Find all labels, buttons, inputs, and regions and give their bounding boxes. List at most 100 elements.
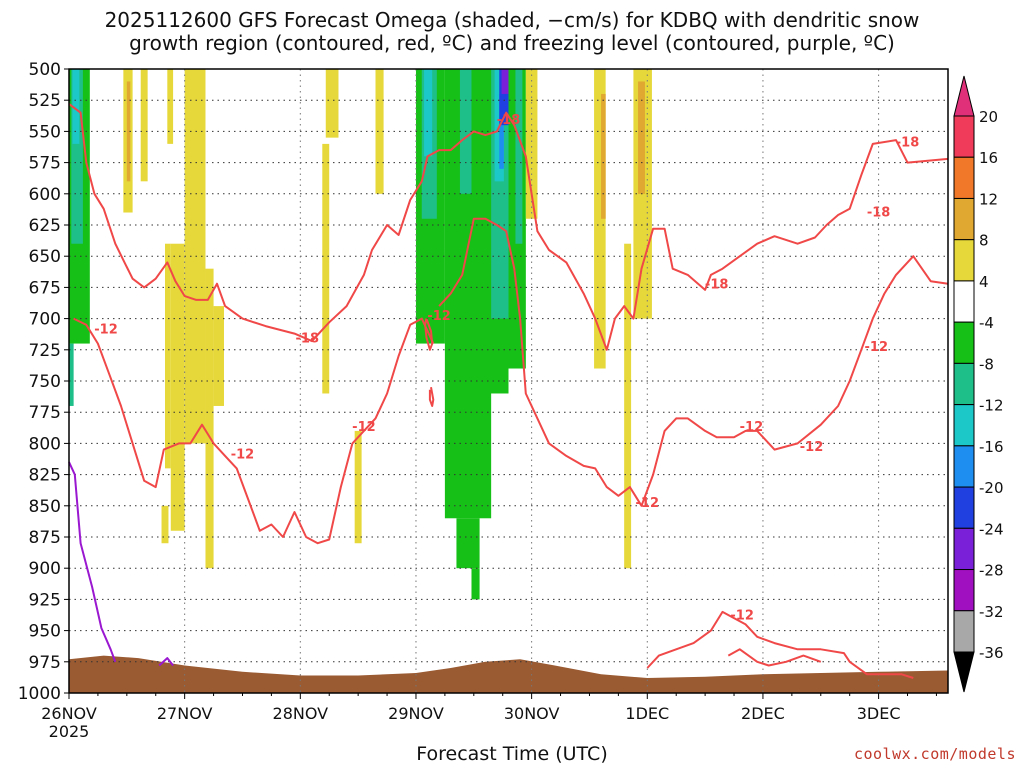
colorbar-label: -8 (979, 355, 994, 373)
omega-cell (375, 69, 384, 194)
y-tick-label: 825 (29, 466, 61, 486)
contour-label: -12 (94, 323, 118, 338)
contour-label: -12 (427, 309, 451, 324)
dgz-contour-minus12 (73, 317, 435, 545)
omega-cell (638, 81, 645, 194)
temperature-contours (68, 103, 949, 679)
omega-cell (501, 69, 509, 94)
colorbar-band (953, 569, 975, 612)
y-tick-label: 800 (29, 434, 61, 454)
colorbar-band (953, 156, 975, 199)
omega-cell (69, 343, 74, 406)
x-tick-label: 27NOV (157, 704, 213, 723)
dgz-contour-minus12-lower (646, 610, 914, 679)
colorbar: 20 16 12 8 4 -4 -8 -12 -16 -20 -24 -28 -32 -36 (953, 75, 1004, 693)
contour-label: -12 (865, 340, 889, 355)
x-tick-label: 1DEC (625, 704, 669, 723)
y-tick-label: 775 (29, 403, 61, 423)
credit-text: coolwx.com/models (853, 745, 1016, 763)
omega-cell (167, 69, 174, 144)
omega-cell (140, 69, 148, 182)
omega-cell (424, 69, 433, 157)
y-tick-label: 750 (29, 372, 61, 392)
omega-cell (164, 243, 171, 469)
omega-cell (161, 505, 169, 544)
omega-cell (325, 69, 339, 138)
omega-cell (471, 568, 480, 600)
omega-cell (322, 143, 330, 394)
contour-label: -18 (896, 135, 920, 150)
colorbar-under-arrow (953, 651, 975, 693)
contour-label: -18 (296, 331, 320, 346)
colorbar-label: 20 (979, 108, 998, 126)
y-tick-label: 550 (29, 122, 61, 142)
colorbar-label: -32 (979, 603, 1004, 621)
colorbar-band (953, 445, 975, 488)
omega-shading (69, 69, 652, 600)
colorbar-band (953, 197, 975, 241)
omega-cell (515, 69, 523, 244)
ground-layer (69, 655, 948, 693)
colorbar-label: 8 (979, 232, 989, 250)
colorbar-label: -12 (979, 397, 1004, 415)
y-tick-label: 975 (29, 653, 61, 673)
y-tick-label: 500 (29, 60, 61, 80)
y-tick-label: 675 (29, 278, 61, 298)
colorbar-label: 12 (979, 190, 998, 208)
contour-label: -12 (352, 420, 376, 435)
y-tick-label: 625 (29, 216, 61, 236)
contour-label: -18 (497, 113, 521, 128)
colorbar-band (953, 321, 975, 364)
colorbar-band (953, 486, 975, 529)
colorbar-label: -4 (979, 314, 994, 332)
colorbar-label: -36 (979, 644, 1004, 662)
colorbar-band (953, 610, 975, 653)
colorbar-band (953, 404, 975, 447)
x-axis: 26NOV 27NOV 28NOV 29NOV 30NOV 1DEC 2DEC 3DEC 202… (41, 693, 937, 741)
dgz-contour-small (428, 387, 435, 407)
omega-cell (594, 69, 606, 369)
contour-label: -18 (867, 205, 891, 220)
colorbar-label: 4 (979, 273, 989, 291)
omega-cell (213, 306, 224, 406)
omega-cell (72, 69, 80, 144)
y-tick-label: 850 (29, 497, 61, 517)
dgz-contour-small (424, 318, 434, 351)
freezing-level-contour (68, 461, 117, 663)
y-tick-label: 950 (29, 622, 61, 642)
y-tick-label: 725 (29, 341, 61, 361)
x-tick-label: 2DEC (741, 704, 785, 723)
colorbar-band (953, 239, 975, 282)
omega-cell (499, 93, 504, 169)
contour-label: -12 (730, 608, 754, 623)
chart-title-line-2: growth region (contoured, red, ºC) and f… (129, 31, 895, 55)
y-tick-label: 925 (29, 590, 61, 610)
colorbar-label: -20 (979, 479, 1004, 497)
ground-area (69, 655, 948, 693)
y-tick-label: 1000 (18, 684, 61, 704)
omega-cell (126, 81, 131, 182)
x-tick-label: 26NOV (41, 704, 97, 723)
colorbar-over-arrow (953, 75, 975, 117)
omega-cell (190, 143, 201, 319)
colorbar-label: 16 (979, 149, 998, 167)
omega-cell (354, 430, 362, 544)
contour-label: -12 (231, 447, 255, 462)
omega-cell (205, 268, 214, 569)
colorbar-label: -16 (979, 438, 1004, 456)
x-year-label: 2025 (49, 722, 90, 741)
x-tick-label: 28NOV (273, 704, 329, 723)
contour-label: -12 (740, 420, 764, 435)
x-tick-label: 30NOV (504, 704, 560, 723)
y-tick-label: 875 (29, 528, 61, 548)
x-tick-label: 3DEC (857, 704, 901, 723)
contour-label: -12 (636, 496, 660, 511)
omega-cell (499, 69, 509, 126)
colorbar-band (953, 527, 975, 571)
contour-labels: -18 -12 -12 -18 -12 -12 -18 -12 -12 -12 -12 -18 -12 -… (94, 113, 919, 623)
colorbar-band (953, 362, 975, 406)
dgz-contour-lower-2 (727, 648, 822, 667)
y-tick-label: 575 (29, 154, 61, 174)
omega-cell (71, 69, 83, 244)
colorbar-band (953, 280, 975, 323)
